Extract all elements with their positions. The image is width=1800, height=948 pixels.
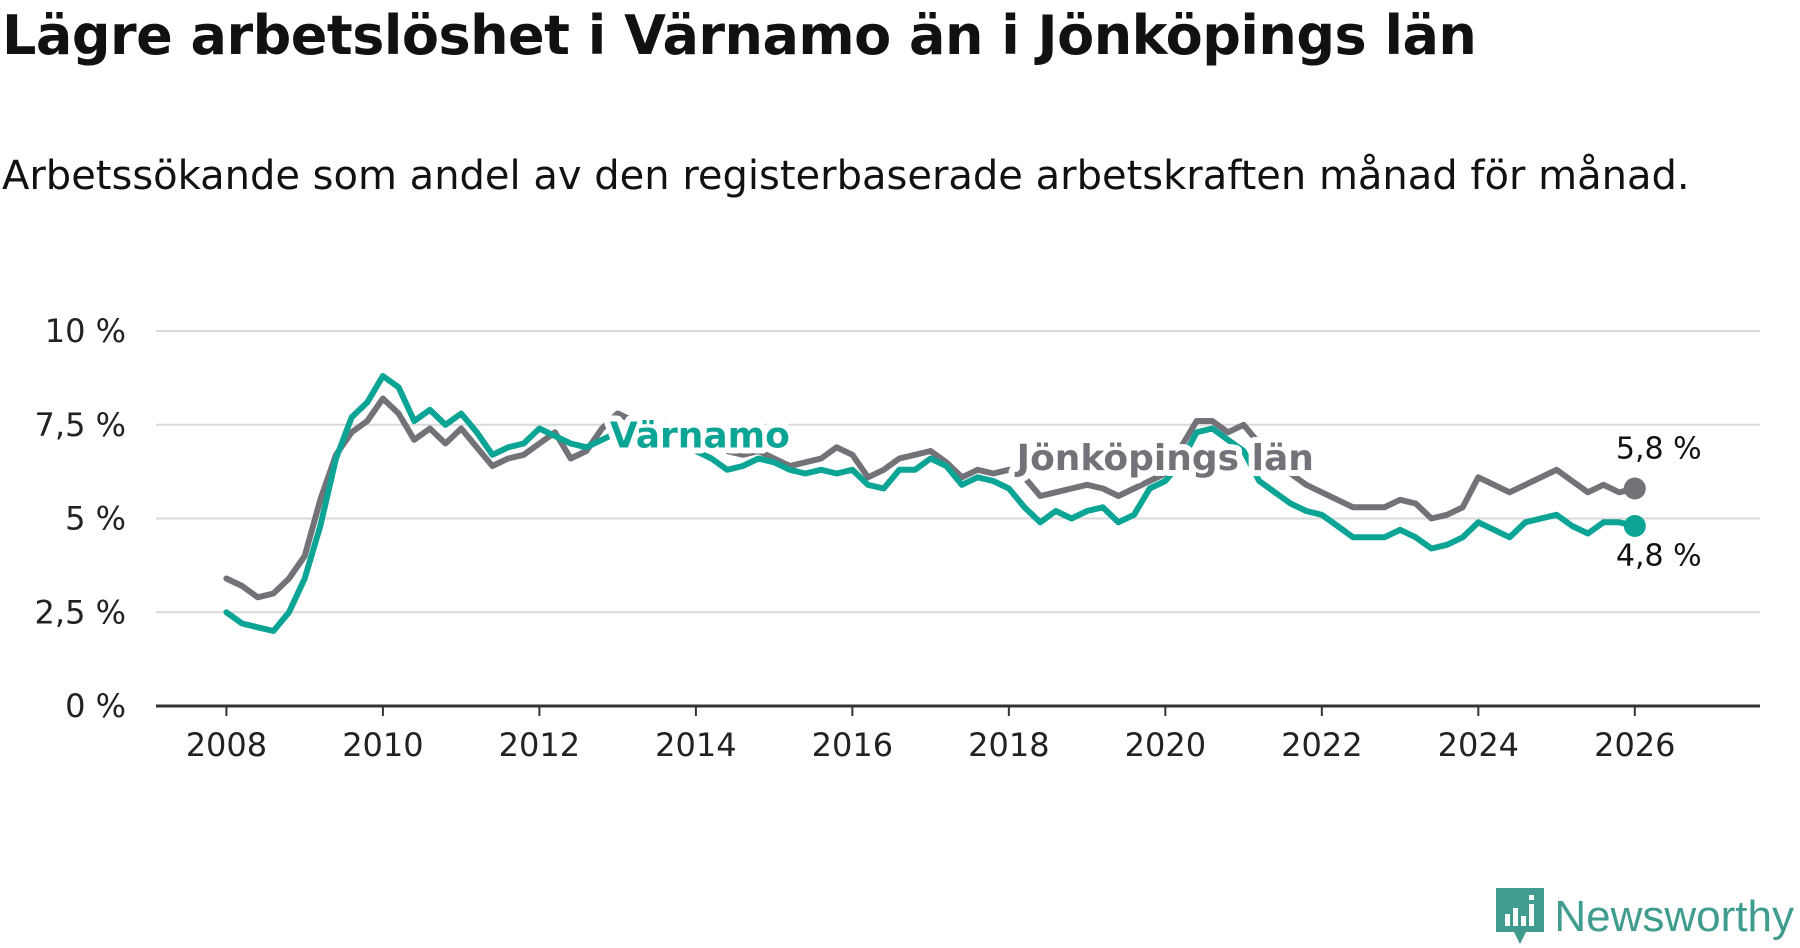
x-tick-label: 2026 [1594, 726, 1675, 764]
chart-title: Lägre arbetslöshet i Värnamo än i Jönköp… [2, 4, 1477, 67]
series-end-label: 5,8 % [1616, 432, 1702, 467]
series-line-0 [223, 395, 1638, 601]
x-tick-label: 2024 [1438, 726, 1519, 764]
series-label-1: Värnamo [610, 415, 790, 456]
y-tick-label: 2,5 % [35, 593, 126, 631]
brand-name: Newsworthy [1554, 892, 1794, 941]
y-tick-label: 5 % [65, 500, 126, 538]
y-tick-label: 10 % [45, 312, 126, 350]
gridlines [156, 330, 1760, 614]
x-tick-label: 2016 [812, 726, 893, 764]
brand-logo: Newsworthy [1494, 886, 1794, 948]
y-tick-label: 7,5 % [35, 406, 126, 444]
x-tick-label: 2014 [655, 726, 736, 764]
y-tick-label: 0 % [65, 687, 126, 725]
series-lines [223, 373, 1646, 634]
series-end-point [1623, 477, 1646, 500]
x-tick-label: 2020 [1125, 726, 1206, 764]
chart-subtitle: Arbetssökande som andel av den registerb… [2, 153, 1690, 199]
x-tick-label: 2008 [186, 726, 267, 764]
series-end-point [1623, 515, 1646, 537]
newsworthy-logo-icon [1496, 888, 1545, 944]
series-label-0: Jönköpings län [1014, 438, 1314, 479]
y-axis-ticks: 0 % 2,5 % 5 % 7,5 % 10 % [35, 312, 126, 725]
x-tick-label: 2022 [1281, 726, 1362, 764]
x-tick-label: 2010 [342, 726, 423, 764]
series-end-label: 4,8 % [1616, 538, 1702, 573]
series-line-1 [223, 373, 1638, 634]
x-tick-label: 2012 [499, 726, 580, 764]
x-tick-label: 2018 [968, 726, 1049, 764]
x-axis: 2008 2010 2012 2014 2016 2018 2020 2022 2024 2026 [156, 704, 1760, 764]
series-labels: Jönköpings län 5,8 % Värnamo 4,8 % [604, 409, 1702, 573]
